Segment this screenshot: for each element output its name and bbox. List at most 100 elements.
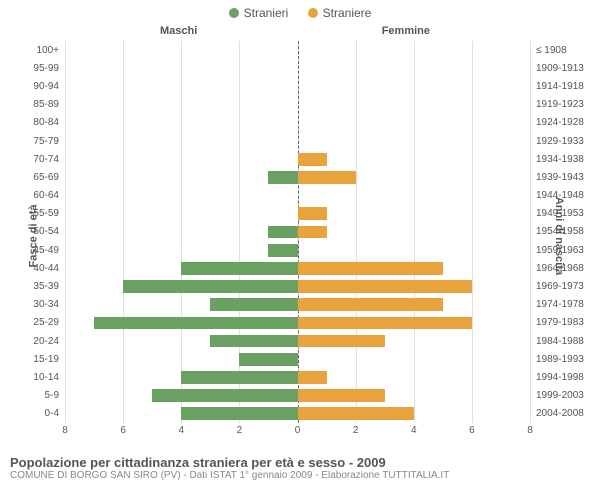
bar-female [298, 226, 327, 239]
header-female: Femmine [382, 25, 430, 37]
x-tick: 2 [353, 425, 359, 436]
chart-row: 85-891919-1923 [65, 96, 530, 114]
chart-row: 50-541954-1958 [65, 223, 530, 241]
chart-row: 25-291979-1983 [65, 314, 530, 332]
x-tick: 4 [411, 425, 417, 436]
bar-male [210, 335, 297, 348]
bar-male [181, 407, 297, 420]
chart-row: 75-791929-1933 [65, 132, 530, 150]
chart-row: 100+≤ 1908 [65, 41, 530, 59]
age-label: 40-44 [33, 263, 65, 274]
birth-year-label: 1964-1968 [530, 263, 584, 274]
bar-female [298, 407, 414, 420]
bar-male [181, 371, 297, 384]
chart-row: 40-441964-1968 [65, 259, 530, 277]
chart-row: 15-191989-1993 [65, 350, 530, 368]
bar-male [181, 262, 297, 275]
bar-female [298, 280, 472, 293]
plot-area: 100+≤ 190895-991909-191390-941914-191885… [65, 41, 530, 423]
bar-female [298, 207, 327, 220]
birth-year-label: 1939-1943 [530, 172, 584, 183]
footer-subtitle: COMUNE DI BORGO SAN SIRO (PV) - Dati IST… [10, 470, 590, 481]
birth-year-label: 1909-1913 [530, 63, 584, 74]
chart-row: 95-991909-1913 [65, 59, 530, 77]
birth-year-label: 1919-1923 [530, 99, 584, 110]
x-tick: 4 [178, 425, 184, 436]
birth-year-label: 1969-1973 [530, 281, 584, 292]
birth-year-label: ≤ 1908 [530, 45, 567, 56]
x-tick: 0 [295, 425, 301, 436]
age-label: 55-59 [33, 208, 65, 219]
x-tick: 6 [120, 425, 126, 436]
footer-title: Popolazione per cittadinanza straniera p… [10, 455, 590, 470]
age-label: 65-69 [33, 172, 65, 183]
bar-male [152, 389, 297, 402]
bar-female [298, 262, 443, 275]
age-label: 50-54 [33, 226, 65, 237]
bar-female [298, 335, 385, 348]
legend-male-label: Stranieri [244, 6, 289, 20]
age-label: 15-19 [33, 354, 65, 365]
birth-year-label: 1924-1928 [530, 117, 584, 128]
bar-male [268, 244, 297, 257]
birth-year-label: 1989-1993 [530, 354, 584, 365]
chart-row: 45-491959-1963 [65, 241, 530, 259]
age-label: 95-99 [33, 63, 65, 74]
birth-year-label: 1979-1983 [530, 317, 584, 328]
bar-female [298, 171, 356, 184]
x-axis-ticks: 864202468 [65, 425, 530, 439]
age-label: 25-29 [33, 317, 65, 328]
birth-year-label: 1999-2003 [530, 390, 584, 401]
birth-year-label: 1984-1988 [530, 336, 584, 347]
chart-row: 10-141994-1998 [65, 368, 530, 386]
x-tick: 2 [237, 425, 243, 436]
birth-year-label: 1949-1953 [530, 208, 584, 219]
chart-row: 35-391969-1973 [65, 277, 530, 295]
age-label: 30-34 [33, 299, 65, 310]
birth-year-label: 1929-1933 [530, 136, 584, 147]
age-label: 20-24 [33, 336, 65, 347]
bar-female [298, 389, 385, 402]
birth-year-label: 1914-1918 [530, 81, 584, 92]
rows: 100+≤ 190895-991909-191390-941914-191885… [65, 41, 530, 423]
legend-male: Stranieri [229, 6, 289, 20]
bar-male [210, 298, 297, 311]
chart-area: Maschi Femmine Fasce di età Anni di nasc… [0, 21, 600, 451]
age-label: 10-14 [33, 372, 65, 383]
x-tick: 6 [469, 425, 475, 436]
chart-row: 30-341974-1978 [65, 296, 530, 314]
age-label: 35-39 [33, 281, 65, 292]
age-label: 90-94 [33, 81, 65, 92]
chart-row: 65-691939-1943 [65, 168, 530, 186]
chart-row: 0-42004-2008 [65, 405, 530, 423]
age-label: 85-89 [33, 99, 65, 110]
bar-male [268, 171, 297, 184]
header-male: Maschi [160, 25, 197, 37]
birth-year-label: 1954-1958 [530, 226, 584, 237]
bar-male [239, 353, 297, 366]
chart-row: 55-591949-1953 [65, 205, 530, 223]
age-label: 100+ [36, 45, 65, 56]
chart-row: 60-641944-1948 [65, 187, 530, 205]
legend-female-label: Straniere [323, 6, 372, 20]
birth-year-label: 2004-2008 [530, 408, 584, 419]
x-tick: 8 [527, 425, 533, 436]
birth-year-label: 1944-1948 [530, 190, 584, 201]
age-label: 70-74 [33, 154, 65, 165]
bar-male [123, 280, 297, 293]
chart-row: 90-941914-1918 [65, 77, 530, 95]
age-label: 60-64 [33, 190, 65, 201]
age-label: 75-79 [33, 136, 65, 147]
age-label: 5-9 [45, 390, 65, 401]
chart-row: 80-841924-1928 [65, 114, 530, 132]
birth-year-label: 1994-1998 [530, 372, 584, 383]
bar-female [298, 298, 443, 311]
bar-male [94, 317, 297, 330]
legend-swatch-male [229, 8, 239, 18]
bar-female [298, 317, 472, 330]
footer: Popolazione per cittadinanza straniera p… [0, 451, 600, 481]
age-label: 45-49 [33, 245, 65, 256]
age-label: 0-4 [45, 408, 65, 419]
chart-row: 20-241984-1988 [65, 332, 530, 350]
legend-swatch-female [308, 8, 318, 18]
